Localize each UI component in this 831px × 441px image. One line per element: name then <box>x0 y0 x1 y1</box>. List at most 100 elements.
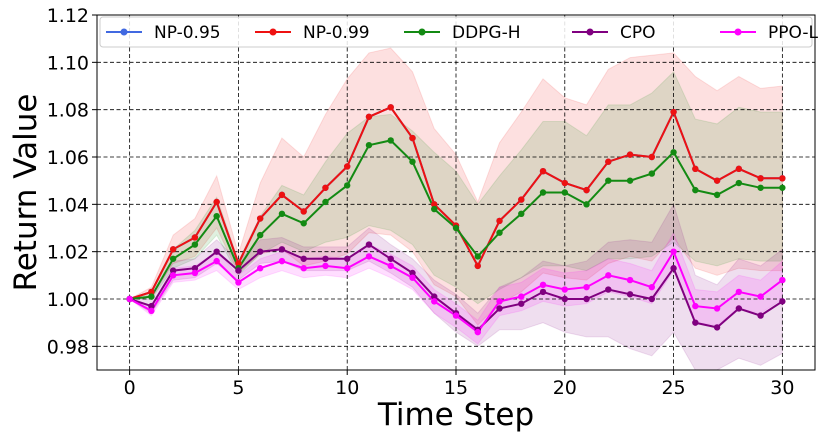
point-ddpg-h <box>583 201 590 208</box>
point-ddpg-h <box>344 182 351 189</box>
point-cpo <box>561 295 568 303</box>
point-ppo-l <box>474 328 481 336</box>
legend-entry-cpo[interactable]: CPO <box>572 23 656 43</box>
point-np-0-99 <box>648 153 656 161</box>
point-np-0-99 <box>474 262 481 270</box>
point-cpo <box>235 267 242 274</box>
point-ppo-l <box>365 253 373 260</box>
point-ddpg-h <box>518 210 525 217</box>
legend-swatch-marker <box>120 28 128 36</box>
point-np-0-99 <box>278 191 286 199</box>
point-np-0-99 <box>235 260 242 267</box>
y-tick-label: 1.04 <box>47 194 89 216</box>
point-ddpg-h <box>409 158 416 165</box>
legend-entry-np-0-99[interactable]: NP-0.99 <box>255 23 370 43</box>
legend-label: CPO <box>620 23 656 43</box>
point-cpo <box>648 295 656 303</box>
point-np-0-99 <box>387 104 394 111</box>
x-tick-label: 0 <box>124 377 136 399</box>
point-ddpg-h <box>256 231 264 239</box>
legend-label: NP-0.95 <box>154 23 221 43</box>
point-ddpg-h <box>300 220 307 227</box>
point-cpo <box>409 269 416 277</box>
point-cpo <box>757 312 764 319</box>
point-np-0-99 <box>365 113 373 120</box>
x-tick-label: 15 <box>444 377 468 399</box>
point-ppo-l <box>126 295 133 303</box>
point-ppo-l <box>322 262 329 270</box>
point-np-0-99 <box>431 201 438 208</box>
point-ppo-l <box>452 312 460 319</box>
point-cpo <box>626 291 634 298</box>
point-ppo-l <box>256 265 264 272</box>
point-ppo-l <box>169 272 177 279</box>
point-cpo <box>387 255 394 262</box>
point-np-0-99 <box>344 163 351 170</box>
point-cpo <box>169 267 177 274</box>
point-ppo-l <box>713 305 721 312</box>
point-cpo <box>213 248 220 255</box>
point-ppo-l <box>278 257 286 265</box>
point-ddpg-h <box>191 241 199 248</box>
point-ddpg-h <box>387 137 394 144</box>
point-np-0-99 <box>496 217 503 225</box>
point-np-0-99 <box>735 165 743 173</box>
point-ddpg-h <box>322 198 329 206</box>
legend[interactable]: NP-0.95 NP-0.99 DDPG-H CPO PPO-L <box>99 16 818 48</box>
point-ddpg-h <box>735 179 743 187</box>
point-cpo <box>779 298 786 305</box>
point-cpo <box>300 255 307 262</box>
y-tick-label: 1.12 <box>47 5 89 27</box>
y-tick-label: 0.98 <box>47 336 89 358</box>
point-np-0-99 <box>518 196 525 203</box>
point-cpo <box>148 302 155 310</box>
point-ppo-l <box>735 288 743 296</box>
point-np-0-99 <box>539 168 547 175</box>
point-np-0-99 <box>322 184 329 191</box>
point-ppo-l <box>344 265 351 272</box>
point-ddpg-h <box>648 170 656 177</box>
legend-entry-np-0-95[interactable]: NP-0.95 <box>106 23 221 43</box>
point-cpo <box>365 241 373 248</box>
point-ppo-l <box>539 281 547 288</box>
point-np-0-99 <box>191 234 199 241</box>
point-cpo <box>670 265 677 272</box>
x-tick-label: 30 <box>770 377 794 399</box>
y-tick-label: 1.08 <box>47 100 89 122</box>
point-ppo-l <box>757 293 764 300</box>
point-ddpg-h <box>561 189 568 196</box>
point-np-0-99 <box>626 151 634 158</box>
point-np-0-99 <box>300 208 307 215</box>
legend-swatch-marker <box>734 28 742 36</box>
point-ppo-l <box>561 286 568 293</box>
legend-entry-ppo-l[interactable]: PPO-L <box>720 23 818 43</box>
point-cpo <box>191 265 199 272</box>
legend-swatch-marker <box>269 28 277 36</box>
point-cpo <box>344 255 351 262</box>
point-ppo-l <box>779 276 786 284</box>
point-np-0-99 <box>256 215 264 222</box>
legend-entry-ddpg-h[interactable]: DDPG-H <box>404 23 521 43</box>
point-ddpg-h <box>365 141 373 149</box>
point-ppo-l <box>692 302 699 310</box>
y-tick-label: 1.10 <box>47 52 89 74</box>
legend-label: PPO-L <box>768 23 818 43</box>
point-cpo <box>692 319 699 326</box>
point-ddpg-h <box>213 212 220 220</box>
point-ppo-l <box>387 262 394 270</box>
point-ppo-l <box>148 307 155 315</box>
point-np-0-99 <box>583 186 590 194</box>
point-ppo-l <box>235 279 242 286</box>
legend-label: NP-0.99 <box>303 23 370 43</box>
point-cpo <box>583 295 590 303</box>
point-ddpg-h <box>626 177 634 184</box>
x-tick-label: 10 <box>335 377 359 399</box>
point-np-0-99 <box>409 134 416 142</box>
point-cpo <box>735 305 743 312</box>
point-ppo-l <box>191 269 199 277</box>
point-cpo <box>496 305 503 312</box>
point-np-0-99 <box>605 158 612 165</box>
point-ppo-l <box>670 248 677 255</box>
